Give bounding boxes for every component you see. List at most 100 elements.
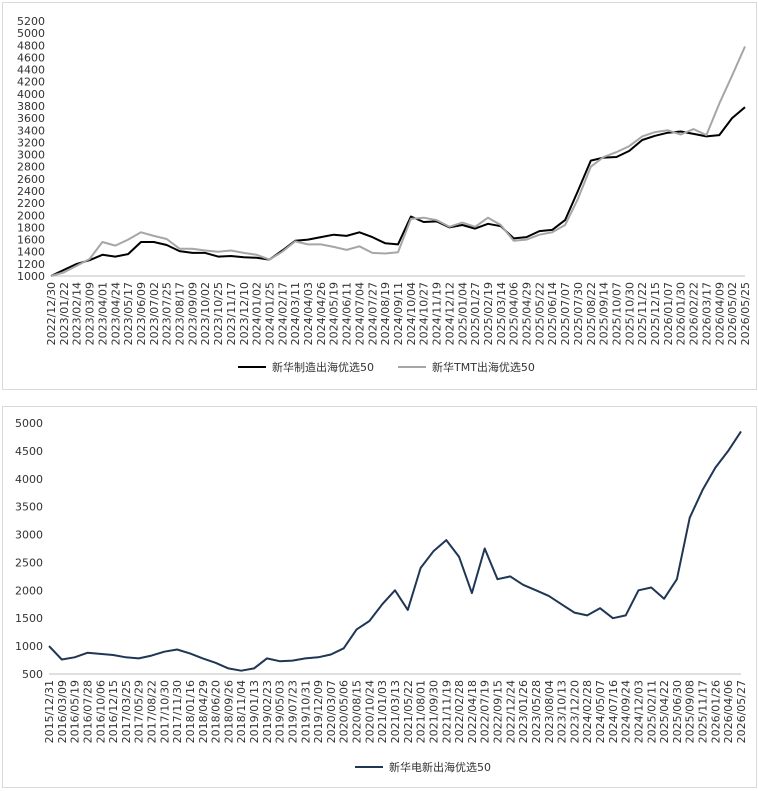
y-tick-label: 4000 [17, 88, 45, 101]
x-tick-label: 2017/11/30 [171, 680, 184, 743]
y-tick-label: 1500 [15, 612, 43, 625]
x-tick-label: 2019/01/13 [248, 680, 261, 743]
x-tick-label: 2019/02/23 [261, 680, 274, 743]
x-tick-label: 2022/12/30 [45, 282, 58, 345]
x-tick-label: 2023/06/09 [135, 282, 148, 345]
x-tick-label: 2026/03/17 [700, 282, 713, 345]
x-tick-label: 2020/03/07 [325, 680, 338, 743]
x-tick-label: 2023/10/25 [212, 282, 225, 345]
x-tick-label: 2025/04/06 [508, 282, 521, 345]
x-tick-label: 2024/12/03 [632, 680, 645, 743]
x-tick-label: 2025/04/22 [658, 680, 671, 743]
x-tick-label: 2024/04/03 [302, 282, 315, 345]
x-tick-label: 2018/11/04 [235, 680, 248, 743]
y-tick-label: 2000 [17, 209, 45, 222]
y-tick-label: 3000 [15, 529, 43, 542]
y-tick-label: 4600 [17, 51, 45, 64]
y-tick-label: 2000 [15, 584, 43, 597]
x-tick-label: 2026/04/06 [722, 680, 735, 743]
x-tick-label: 2023/10/13 [556, 680, 569, 743]
chart-1: 1000120014001600180020002200240026002800… [17, 15, 752, 374]
x-tick-label: 2016/10/06 [94, 680, 107, 743]
x-tick-label: 2023/02/14 [71, 282, 84, 345]
x-tick-label: 2024/08/19 [379, 282, 392, 345]
x-tick-label: 2024/09/24 [620, 680, 633, 743]
x-tick-label: 2023/03/09 [84, 282, 97, 345]
x-tick-label: 2024/02/28 [581, 680, 594, 743]
x-tick-label: 2023/12/20 [568, 680, 581, 743]
y-tick-label: 5000 [17, 27, 45, 40]
x-tick-label: 2026/01/26 [709, 680, 722, 743]
series-line-0 [48, 430, 742, 672]
x-tick-label: 2024/07/27 [366, 282, 379, 345]
x-tick-label: 2024/04/26 [315, 282, 328, 345]
x-tick-label: 2019/07/23 [286, 680, 299, 743]
y-tick-label: 4800 [17, 39, 45, 52]
x-tick-label: 2019/05/03 [274, 680, 287, 743]
y-tick-label: 500 [22, 668, 43, 681]
y-tick-label: 2200 [17, 197, 45, 210]
y-tick-label: 4000 [15, 473, 43, 486]
y-tick-label: 3200 [17, 136, 45, 149]
x-tick-label: 2023/09/09 [186, 282, 199, 345]
x-tick-label: 2025/11/22 [636, 282, 649, 345]
x-tick-label: 2026/05/27 [735, 680, 748, 743]
legend-label-0: 新华电新出海优选50 [389, 760, 491, 774]
chart-panel-manufacturing-tmt: 1000 1200 1400 1600 1800 2000 2200 2400 2600 2800… [2, 2, 757, 390]
x-tick-label: 2023/07/02 [148, 282, 161, 345]
x-tick-label: 2026/02/22 [688, 282, 701, 345]
x-tick-label: 2018/01/16 [184, 680, 197, 743]
x-tick-label: 2024/07/16 [607, 680, 620, 743]
legend-label-1: 新华TMT出海优选50 [432, 360, 535, 374]
x-tick-label: 2023/04/01 [96, 282, 109, 345]
x-tick-label: 2016/05/19 [69, 680, 82, 743]
y-tick-label: 2800 [17, 161, 45, 174]
x-tick-label: 2025/02/11 [645, 680, 658, 743]
x-tick-label: 2021/05/22 [402, 680, 415, 743]
y-tick-label: 3500 [15, 501, 43, 514]
y-tick-label: 1200 [17, 258, 45, 271]
x-tick-label: 2021/09/30 [427, 680, 440, 743]
legend: 新华制造出海优选50 新华TMT出海优选50 [238, 360, 535, 374]
x-tick-label: 2023/08/17 [174, 282, 187, 345]
x-tick-label: 2025/09/14 [598, 282, 611, 345]
x-tick-label: 2017/05/29 [133, 680, 146, 743]
x-tick-label: 2024/09/11 [392, 282, 405, 345]
x-tick-label: 2022/12/24 [504, 680, 517, 743]
x-tick-label: 2022/02/28 [453, 680, 466, 743]
y-tick-label: 1800 [17, 221, 45, 234]
x-tick-label: 2026/01/30 [675, 282, 688, 345]
x-tick-label: 2018/06/20 [210, 680, 223, 743]
series-line-0 [50, 106, 746, 277]
x-tick-label: 2016/03/09 [56, 680, 69, 743]
x-tick-label: 2016/07/28 [81, 680, 94, 743]
y-tick-label: 2500 [15, 556, 43, 569]
x-tick-label: 2019/12/09 [312, 680, 325, 743]
x-tick-label: 2023/12/10 [238, 282, 251, 345]
x-tick-label: 2016/12/15 [107, 680, 120, 743]
x-tick-label: 2024/10/27 [418, 282, 431, 345]
x-tick-label: 2025/05/22 [533, 282, 546, 345]
x-tick-label: 2025/12/15 [649, 282, 662, 345]
x-tick-label: 2017/03/25 [120, 680, 133, 743]
x-tick-label: 2020/08/15 [351, 680, 364, 743]
y-tick-label: 4500 [15, 445, 43, 458]
x-tick-label: 2024/01/02 [251, 282, 264, 345]
x-tick-label: 2025/01/27 [469, 282, 482, 345]
x-tick-label: 2015/12/31 [43, 680, 56, 743]
x-tick-label: 2023/05/17 [122, 282, 135, 345]
x-tick-label: 2020/05/06 [338, 680, 351, 743]
y-tick-label: 1000 [17, 270, 45, 283]
x-tick-label: 2018/04/29 [197, 680, 210, 743]
y-tick-label: 3800 [17, 100, 45, 113]
x-tick-label: 2023/01/26 [517, 680, 530, 743]
x-tick-label: 2023/04/24 [109, 282, 122, 345]
x-tick-label: 2024/12/12 [443, 282, 456, 345]
y-tick-label: 3000 [17, 149, 45, 162]
x-tick-label: 2018/09/26 [222, 680, 235, 743]
series-line-1 [50, 46, 746, 277]
x-tick-label: 2025/04/29 [521, 282, 534, 345]
x-tick-label: 2024/10/04 [405, 282, 418, 345]
x-tick-label: 2023/07/25 [161, 282, 174, 345]
x-tick-label: 2025/06/30 [671, 680, 684, 743]
